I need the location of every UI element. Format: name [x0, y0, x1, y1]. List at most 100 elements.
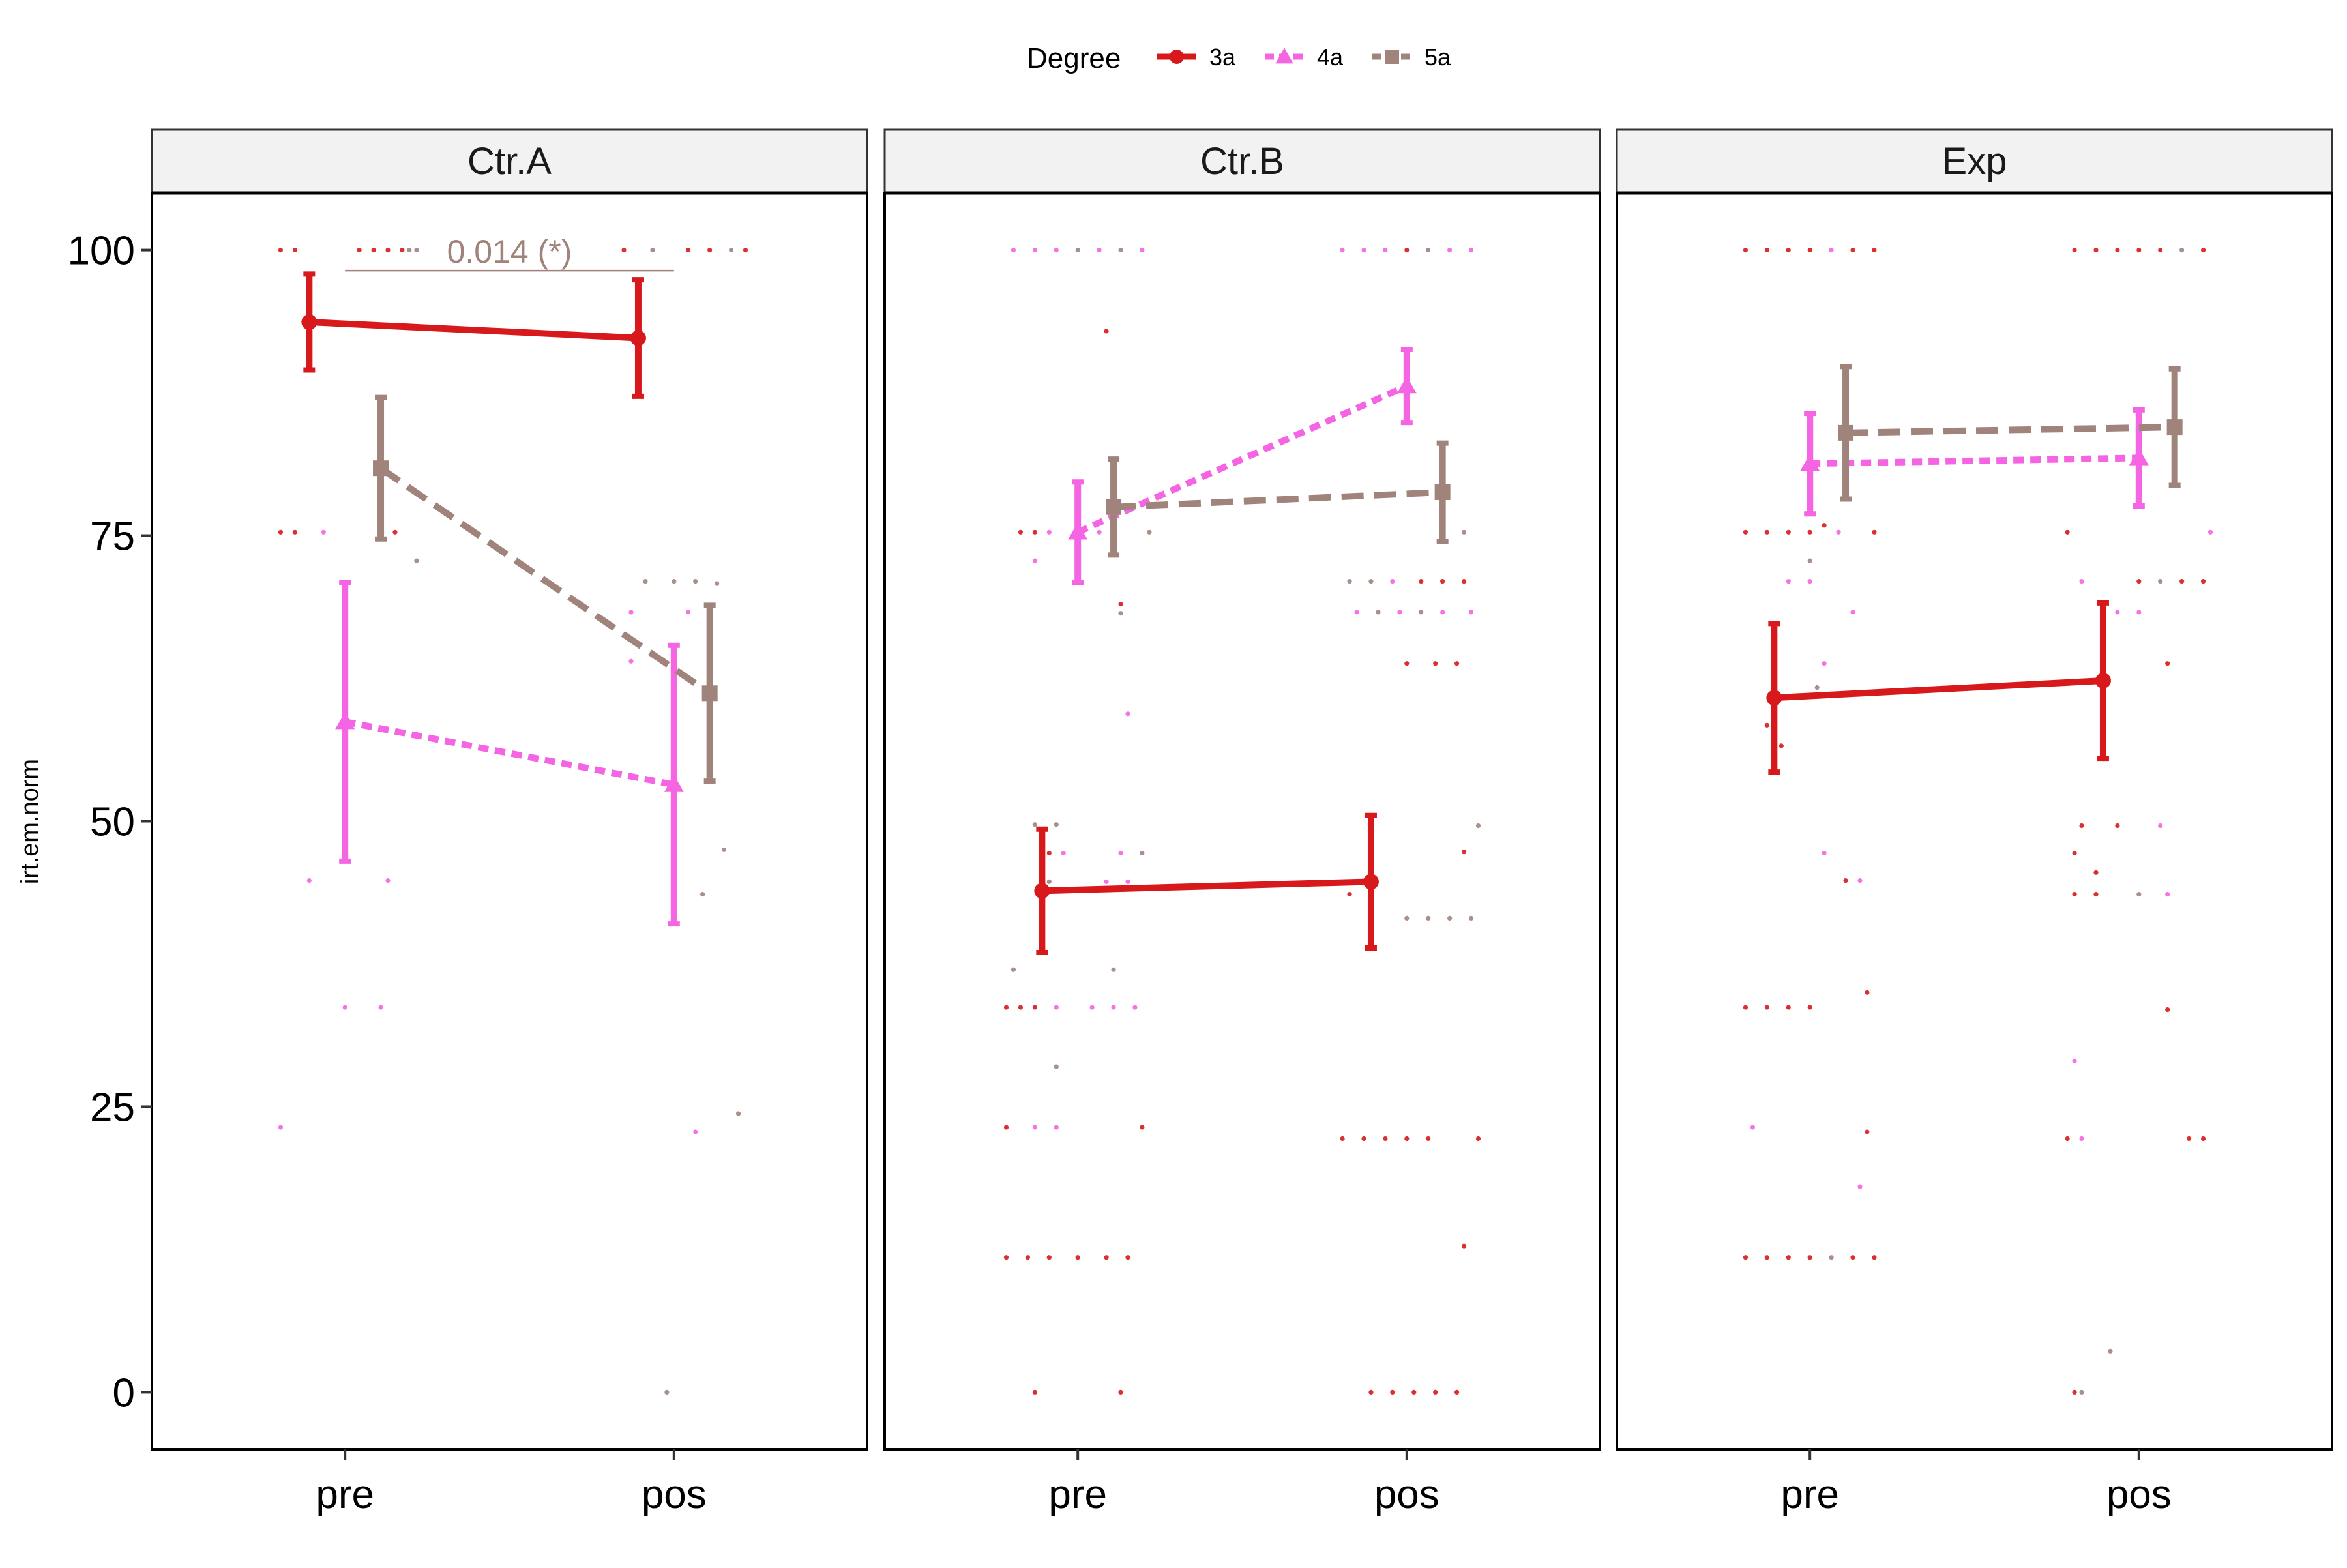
x-tick-label-Ctr.A-pos: pos — [642, 1472, 707, 1517]
raw-point — [1440, 579, 1445, 584]
raw-point — [2165, 661, 2170, 666]
raw-point — [1461, 579, 1467, 584]
raw-point — [1404, 661, 1410, 666]
raw-point — [1118, 850, 1123, 856]
raw-point — [1461, 850, 1467, 855]
raw-point — [1032, 1005, 1037, 1010]
raw-point — [1018, 529, 1024, 535]
raw-point — [715, 581, 720, 586]
raw-point — [2200, 579, 2206, 584]
raw-point — [321, 529, 326, 535]
series-line-4a — [1810, 454, 2139, 467]
raw-point — [1361, 1136, 1366, 1142]
raw-point — [1447, 915, 1453, 921]
raw-point — [1764, 247, 1769, 253]
legend-item-3a: 3a — [1157, 44, 1236, 70]
raw-point — [2187, 1136, 2192, 1142]
x-tick-label-Ctr.B-pre: pre — [1048, 1472, 1107, 1517]
raw-point — [292, 529, 297, 535]
raw-point — [672, 579, 677, 584]
raw-point — [1032, 558, 1037, 563]
raw-point — [1054, 1125, 1059, 1130]
y-tick-label-100: 100 — [68, 229, 135, 274]
raw-point — [2136, 579, 2142, 584]
raw-point — [735, 1111, 741, 1116]
series-Exp-5a — [1838, 364, 2183, 502]
raw-point — [306, 878, 312, 883]
raw-point — [342, 1005, 347, 1010]
y-tick-label-50: 50 — [90, 800, 135, 845]
raw-point — [400, 247, 405, 253]
series-Exp-4a — [1800, 407, 2149, 517]
raw-point — [2079, 579, 2084, 584]
raw-point — [2065, 529, 2070, 535]
raw-point — [2158, 247, 2163, 253]
point-5a-pre — [1106, 499, 1122, 515]
raw-point — [1054, 1064, 1059, 1069]
raw-point — [2165, 1007, 2170, 1013]
x-tick-label-Ctr.B-pos: pos — [1374, 1472, 1439, 1517]
raw-point — [664, 1389, 670, 1395]
raw-point — [1822, 850, 1827, 856]
raw-point — [2072, 892, 2077, 897]
raw-point — [1011, 967, 1016, 972]
point-3a-pos — [2095, 673, 2111, 689]
point-4a-pos — [664, 775, 684, 792]
raw-point — [1857, 1184, 1863, 1189]
raw-point — [1743, 529, 1749, 535]
raw-point — [1118, 247, 1123, 253]
raw-points-Exp — [1743, 247, 2213, 1395]
point-3a-pre — [1034, 883, 1050, 899]
raw-point — [1865, 990, 1870, 995]
raw-point — [1125, 1255, 1130, 1260]
raw-point — [1054, 247, 1059, 253]
raw-point — [1461, 529, 1467, 535]
raw-point — [700, 892, 705, 897]
raw-point — [1426, 915, 1431, 921]
raw-point — [1032, 822, 1037, 827]
raw-points-Ctr.B — [1003, 247, 1481, 1395]
raw-point — [1829, 1255, 1834, 1260]
raw-point — [2072, 247, 2077, 253]
raw-point — [1743, 1255, 1749, 1260]
raw-point — [1075, 1255, 1080, 1260]
point-3a-pos — [630, 330, 646, 346]
raw-point — [2093, 870, 2099, 875]
raw-point — [1807, 529, 1812, 535]
raw-point — [2179, 579, 2185, 584]
raw-point — [1376, 610, 1381, 615]
raw-point — [2072, 1058, 2077, 1063]
legend: Degree 3a 4a 5a — [1027, 42, 1451, 74]
raw-point — [2079, 1136, 2084, 1142]
legend-key-marker-3a — [1170, 50, 1184, 64]
raw-point — [1097, 529, 1102, 535]
raw-point — [743, 247, 748, 253]
raw-point — [2115, 823, 2120, 829]
raw-point — [385, 878, 391, 883]
point-5a-pre — [373, 460, 389, 477]
raw-point — [1426, 247, 1431, 253]
raw-point — [1118, 1389, 1123, 1395]
raw-point — [1140, 1125, 1145, 1130]
raw-point — [1383, 247, 1388, 253]
raw-point — [2200, 247, 2206, 253]
raw-point — [1850, 1255, 1855, 1260]
raw-point — [1061, 850, 1066, 856]
raw-point — [1011, 247, 1016, 253]
raw-point — [1003, 1255, 1009, 1260]
raw-point — [628, 610, 634, 615]
raw-point — [2165, 892, 2170, 897]
raw-point — [1089, 1005, 1095, 1010]
strip-Exp — [1616, 128, 2333, 194]
raw-point — [1118, 602, 1123, 607]
point-4a-pre — [1068, 522, 1088, 540]
panel-Ctr.B: Ctr.B pre pos — [883, 128, 1601, 1517]
raw-point — [1032, 529, 1037, 535]
y-tick-label-0: 0 — [113, 1370, 135, 1415]
raw-point — [2093, 892, 2099, 897]
legend-label-4a: 4a — [1317, 44, 1344, 70]
panel-Ctr.A: Ctr.A pre pos 0.014 (*) — [151, 128, 868, 1517]
raw-point — [1447, 247, 1453, 253]
